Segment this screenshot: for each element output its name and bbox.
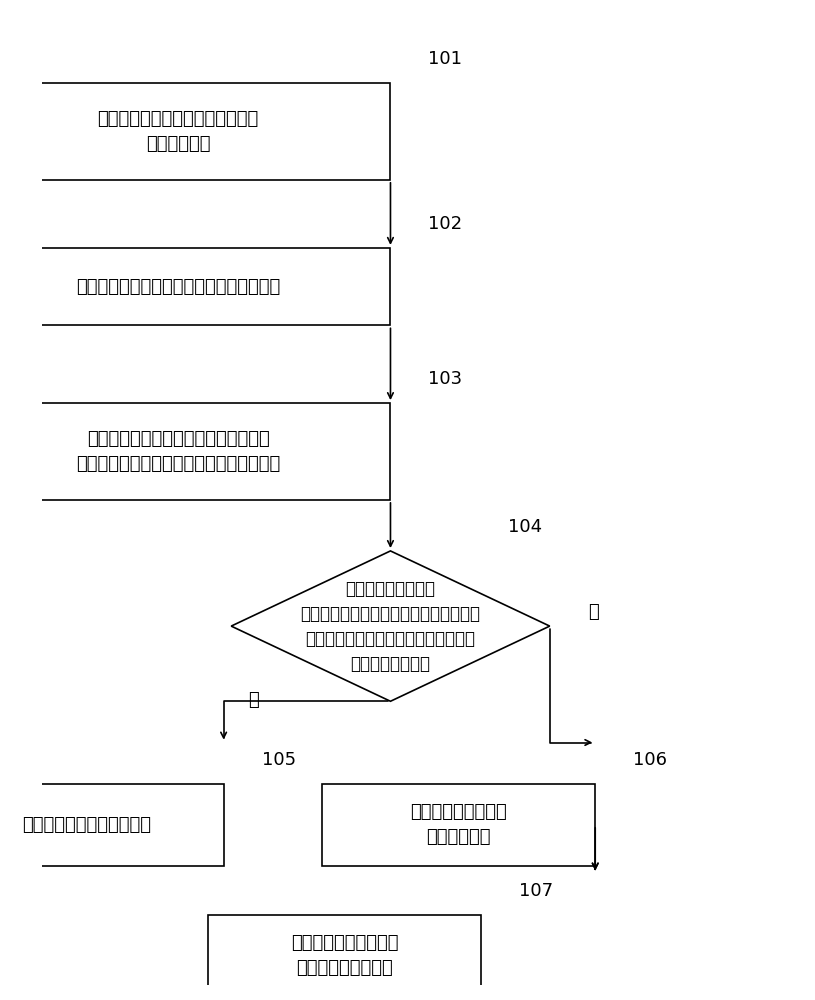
Polygon shape — [231, 551, 550, 701]
Text: 响应于至少一部分层
扫描影像质量检测结果为异常，判断存在
异常的扫描影像中的质量问题程度是否
符合影像质量要求: 响应于至少一部分层 扫描影像质量检测结果为异常，判断存在 异常的扫描影像中的质量… — [301, 580, 481, 673]
Text: 105: 105 — [262, 751, 296, 769]
FancyBboxPatch shape — [0, 83, 390, 180]
FancyBboxPatch shape — [322, 784, 595, 866]
FancyBboxPatch shape — [209, 915, 482, 997]
Text: 103: 103 — [429, 370, 462, 388]
Text: 在扫描影像中标记出
影像异常区域: 在扫描影像中标记出 影像异常区域 — [410, 803, 507, 846]
Text: 101: 101 — [429, 50, 462, 68]
FancyBboxPatch shape — [0, 784, 223, 866]
Text: 107: 107 — [519, 882, 553, 900]
Text: 104: 104 — [508, 518, 542, 536]
Text: 106: 106 — [633, 751, 667, 769]
Text: 102: 102 — [429, 215, 462, 233]
Text: 调用与扫描场景信息相关联的质控网络模型: 调用与扫描场景信息相关联的质控网络模型 — [76, 278, 280, 296]
Text: 是: 是 — [249, 691, 259, 709]
Text: 输出标记后的扫描影像
以提示影像质量异常: 输出标记后的扫描影像 以提示影像质量异常 — [291, 934, 399, 977]
Text: 否: 否 — [588, 603, 598, 621]
Text: 获取扫描对象的若干层扫描影像及
扫描场景信息: 获取扫描对象的若干层扫描影像及 扫描场景信息 — [98, 110, 258, 153]
Text: 上传扫描影像数据至服务器: 上传扫描影像数据至服务器 — [23, 816, 152, 834]
Text: 将若干层扫描影像输入至质控网络模型
以获取若干层扫描影像的影像质量检测结果: 将若干层扫描影像输入至质控网络模型 以获取若干层扫描影像的影像质量检测结果 — [76, 430, 280, 473]
FancyBboxPatch shape — [0, 403, 390, 500]
FancyBboxPatch shape — [0, 248, 390, 325]
